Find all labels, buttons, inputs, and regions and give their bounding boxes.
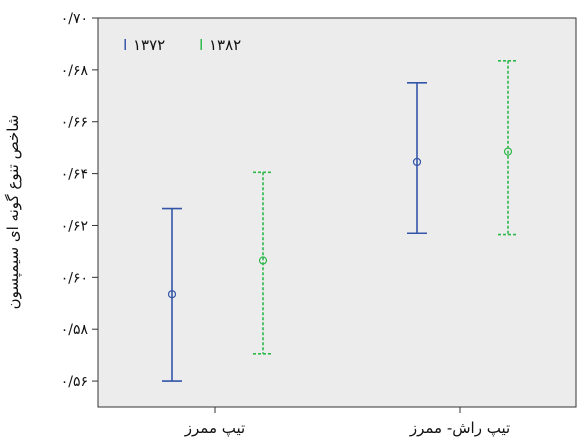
x-tick-label: تیپ ممرز <box>184 419 245 438</box>
y-tick-label: ۰/۶۲ <box>61 218 88 234</box>
y-tick-label: ۰/۶۸ <box>61 63 89 79</box>
y-axis-label: شاخص تنوع گونه ای سیمپسون <box>4 115 23 310</box>
plot-area <box>98 18 576 407</box>
x-axis: تیپ ممرز تیپ راش- ممرز <box>184 407 510 438</box>
y-tick-label: ۰/۶۰ <box>61 270 88 286</box>
y-tick-label: ۰/۵۶ <box>61 374 88 390</box>
y-tick-label: ۰/۷۰ <box>61 11 88 27</box>
legend-series-1-symbol: I <box>123 36 127 54</box>
y-tick-label: ۰/۶۶ <box>61 115 88 131</box>
y-axis: ۰/۵۶ ۰/۵۸ ۰/۶۰ ۰/۶۲ ۰/۶۴ ۰/۶۶ ۰/۶۸ ۰/۷۰ <box>61 11 98 390</box>
legend-series-2-label: ۱۳۸۲ <box>209 36 241 54</box>
y-tick-label: ۰/۵۸ <box>61 322 89 338</box>
legend-series-1-label: ۱۳۷۲ <box>133 36 165 54</box>
x-tick-label: تیپ راش- ممرز <box>409 419 510 438</box>
legend-series-2-symbol: I <box>199 36 203 54</box>
y-tick-label: ۰/۶۴ <box>61 167 88 183</box>
